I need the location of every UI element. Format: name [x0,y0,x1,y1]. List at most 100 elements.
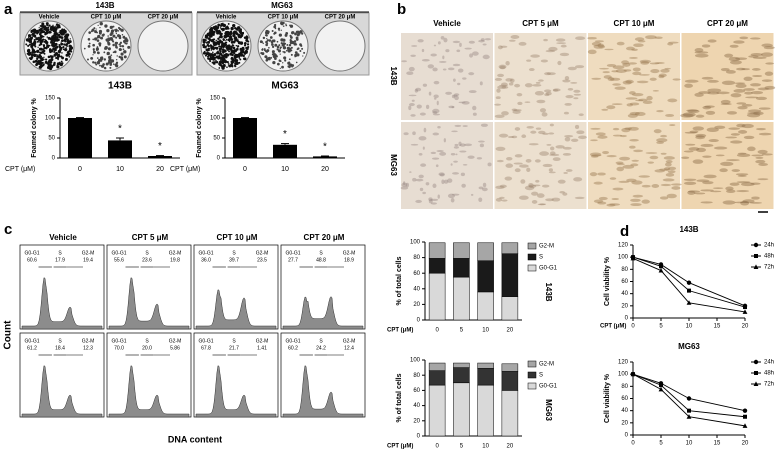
cell [564,76,570,81]
x-tick-label: 5 [460,444,464,450]
colony-dot [66,45,68,48]
colony-dot [274,57,277,60]
cell [549,123,554,127]
colony-dot [66,53,70,57]
micrograph [494,33,587,120]
cell [660,183,672,187]
cell [704,105,715,108]
colony-dot [97,51,100,55]
colony-dot [34,29,37,31]
histogram-frame [19,244,105,330]
cell [411,99,415,102]
cell [591,41,602,46]
cell [622,80,632,85]
colony-dot [64,37,68,41]
legend-swatch [527,371,537,379]
cell [439,61,447,63]
colony-dot [221,61,225,65]
cell [526,59,532,62]
cell [539,203,547,206]
colony-dot [232,46,236,50]
bar [233,118,257,158]
colony-dot [284,42,287,45]
marker [753,242,759,248]
cell [629,102,640,106]
y-tick-label: 100 [618,372,629,378]
cell [637,40,646,43]
colony-dot [209,60,212,63]
marker [742,309,748,314]
colony-dot [237,38,239,40]
cell [539,108,547,113]
colony-dot [238,35,243,39]
line [632,373,746,418]
cell [649,62,660,65]
colony-dot [265,50,269,53]
colony-dot [219,56,223,60]
cell [748,55,759,58]
cell [761,43,773,48]
column-label: CPT 10 μM [217,233,258,242]
cell [419,112,426,116]
cell [482,182,487,188]
y-axis-label: Cell viability % [604,373,611,423]
colony-dot [83,47,86,50]
colony-dot [104,46,108,50]
legend-swatch [527,253,537,261]
cell [681,156,690,159]
y-tick-label: 150 [45,96,56,102]
cell [453,93,460,96]
colony-dot [202,44,205,47]
cell [545,49,556,53]
cell [410,143,419,146]
histogram-frame [280,332,366,418]
cell [686,109,699,112]
bar [68,118,92,158]
cell [544,72,551,76]
colony-dot [202,51,206,55]
legend-label: 72h [764,265,774,271]
cell [665,173,675,177]
marker [743,414,747,419]
cell [478,140,485,143]
x-tick-label: 0 [243,166,247,173]
cell [478,186,484,190]
colony-dot [60,41,62,43]
colony-dot [289,34,292,37]
cell [542,163,553,168]
colony-dot [45,58,48,61]
colony-dot [45,28,48,32]
cell [410,114,416,117]
marker [658,386,664,392]
colony-dot [234,57,237,60]
cell [729,60,742,65]
cell [752,56,767,59]
cell [650,69,660,74]
cell [590,139,598,142]
cell [687,190,696,195]
colony-dot [278,33,282,37]
colony-dot [109,63,113,66]
cell [500,82,508,87]
cell [612,134,623,137]
colony-dot [225,41,228,44]
cell [750,52,763,57]
cell [437,41,441,45]
cell [636,80,649,84]
colony-dot [49,50,52,53]
y-tick-label: 40 [413,403,420,409]
colony-dot [223,29,225,32]
cell [641,199,650,204]
cell [660,152,667,155]
cell [511,108,518,112]
cell [445,91,452,95]
cell [573,93,582,96]
row-label: 143B [389,66,398,85]
colony-dot [284,59,287,62]
cell [720,99,731,105]
cell [701,76,714,80]
cell [570,138,579,143]
colony-dot [261,41,264,43]
cell [720,103,732,106]
colony-dot [86,58,89,61]
